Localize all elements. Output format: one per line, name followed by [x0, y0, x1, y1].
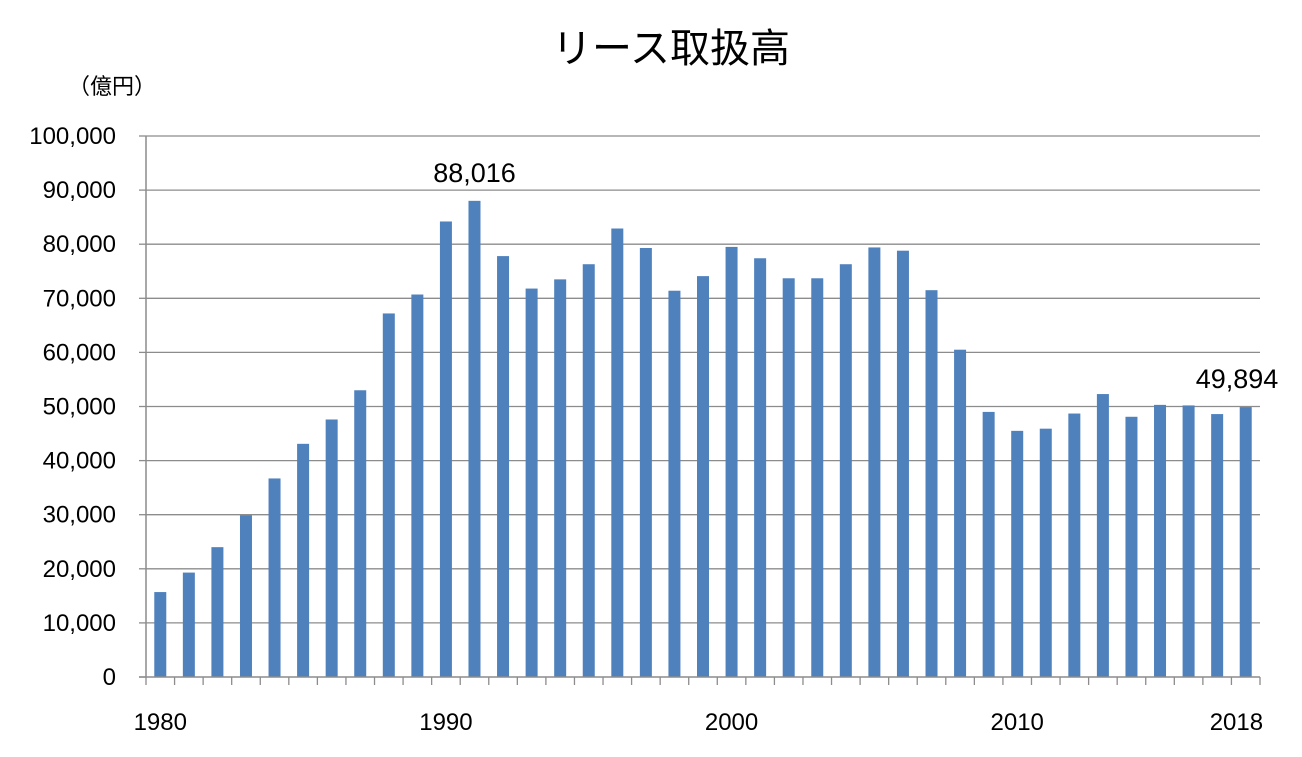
- y-tick-label: 70,000: [43, 285, 116, 312]
- bar-1994: [554, 279, 567, 677]
- y-tick-label: 60,000: [43, 339, 116, 366]
- axes: [139, 135, 1261, 685]
- bar-2000: [725, 246, 738, 677]
- y-tick-label: 30,000: [43, 502, 116, 529]
- x-tick-label: 1980: [134, 709, 187, 736]
- x-tick-label: 2018: [1210, 709, 1263, 736]
- bar-2009: [982, 411, 995, 677]
- bar-1997: [639, 247, 652, 677]
- chart-title: リース取扱高: [552, 26, 790, 72]
- labels: 0 10,000 20,000 30,000 40,000 50,000 60,000 70,…: [29, 123, 1278, 736]
- bar-2015: [1154, 404, 1167, 677]
- bar-1993: [525, 288, 538, 677]
- bar-1991: [468, 200, 481, 677]
- bar-2002: [782, 278, 795, 677]
- bar-1998: [668, 290, 681, 677]
- y-tick-label: 80,000: [43, 231, 116, 258]
- y-tick-label: 50,000: [43, 394, 116, 421]
- data-label-2018: 49,894: [1196, 364, 1279, 394]
- bar-2001: [754, 258, 767, 677]
- bar-2016: [1182, 405, 1195, 677]
- bar-2018: [1239, 407, 1252, 677]
- x-tick-label: 1990: [419, 709, 472, 736]
- bar-1984: [268, 478, 281, 677]
- bar-1989: [411, 294, 424, 677]
- bar-2010: [1011, 430, 1024, 677]
- y-axis-unit-label: （億円）: [68, 75, 156, 100]
- bars: [154, 200, 1252, 678]
- bar-1988: [382, 313, 395, 677]
- bar-2006: [896, 250, 909, 677]
- y-tick-label: 10,000: [43, 610, 116, 637]
- y-tick-label: 100,000: [29, 123, 116, 150]
- y-tick-label: 90,000: [43, 177, 116, 204]
- bar-2013: [1096, 394, 1109, 677]
- bar-2008: [954, 349, 967, 677]
- y-tick-label: 20,000: [43, 556, 116, 583]
- bar-2004: [839, 264, 852, 677]
- bar-1999: [697, 276, 709, 677]
- data-label-1991: 88,016: [433, 158, 516, 188]
- bar-2005: [868, 247, 881, 678]
- bar-2017: [1211, 414, 1224, 677]
- y-tick-label: 0: [103, 664, 116, 691]
- bar-2007: [925, 290, 938, 677]
- bar-2012: [1068, 413, 1081, 677]
- bar-1986: [325, 419, 338, 677]
- bar-1987: [354, 390, 367, 677]
- bar-2011: [1039, 428, 1052, 677]
- x-tick-label: 2010: [991, 709, 1044, 736]
- bar-1983: [239, 515, 252, 677]
- bar-1990: [439, 221, 452, 677]
- bar-1992: [497, 256, 510, 677]
- bar-1995: [582, 264, 595, 677]
- bar-1996: [611, 228, 624, 678]
- x-tick-label: 2000: [705, 709, 758, 736]
- bar-1981: [182, 572, 195, 677]
- bar-1982: [211, 547, 224, 677]
- bar-2003: [811, 278, 824, 677]
- bar-1980: [154, 592, 167, 677]
- bar-2014: [1125, 416, 1138, 677]
- y-tick-label: 40,000: [43, 448, 116, 475]
- bar-1985: [297, 443, 310, 677]
